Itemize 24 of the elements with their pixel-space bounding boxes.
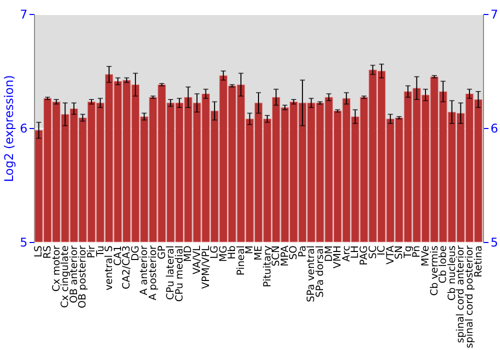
x-tick-label: Cb lobe xyxy=(438,246,450,284)
x-tick-label: RS xyxy=(42,246,54,259)
x-tick-label: ME xyxy=(254,246,264,260)
x-tick-label: PAG xyxy=(358,246,370,266)
y2-tick-label: 6 xyxy=(490,122,498,136)
x-tick-label: spinal cord posterior xyxy=(464,244,476,348)
y-axis-title: Log2 (expression) xyxy=(2,75,16,182)
x-tick-label: A posterior xyxy=(148,244,160,300)
x-tick-label: Pir xyxy=(86,244,98,258)
y-tick-label: 5 xyxy=(20,236,28,250)
y-tick-label: 7 xyxy=(20,8,28,22)
x-tick-label: Hb xyxy=(227,246,238,260)
x-tick-label: Tg xyxy=(402,246,414,259)
x-tick-label: Pa xyxy=(297,246,308,258)
x-tick-label: MVe xyxy=(420,246,432,266)
x-tick-label: GP xyxy=(156,246,168,260)
y2-tick-label: 5 xyxy=(490,236,498,250)
x-tick-label: OB posterior xyxy=(78,244,89,308)
x-tick-label: Pituitary xyxy=(262,245,274,288)
x-tick-label: DG xyxy=(130,246,142,261)
y2-tick-label: 7 xyxy=(490,8,498,22)
x-tick-label: VA/VL xyxy=(192,245,203,274)
x-tick-label: Retina xyxy=(473,246,484,278)
y-tick-label: 6 xyxy=(20,122,28,136)
